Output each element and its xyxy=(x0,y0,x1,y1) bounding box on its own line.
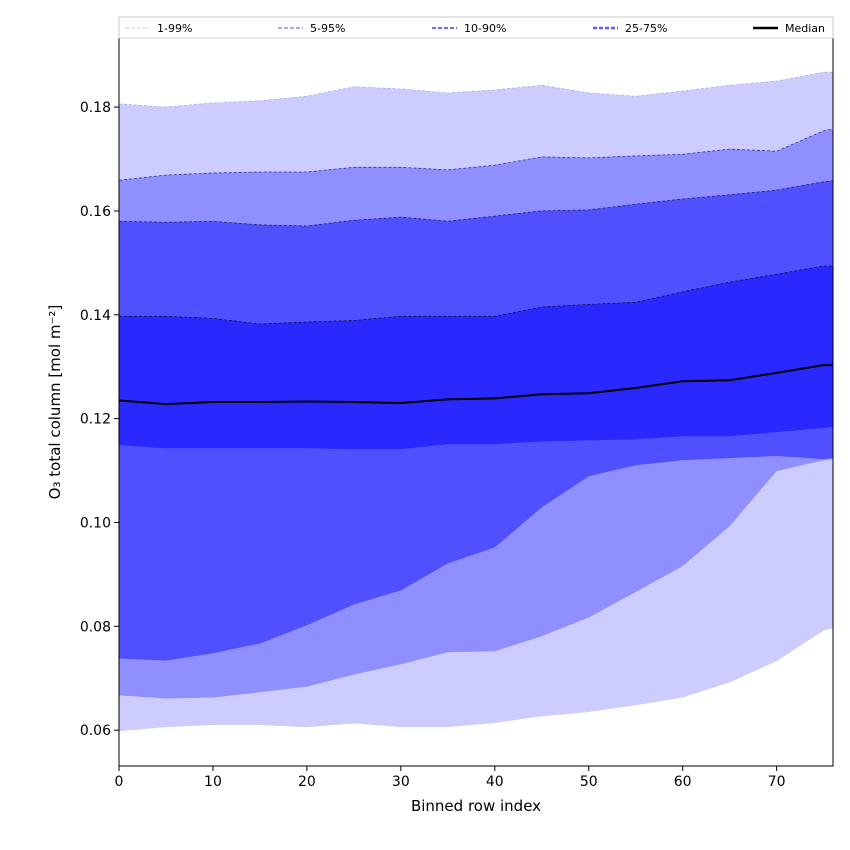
band-upper-line-25-75% xyxy=(119,265,833,325)
y-tick-label: 0.14 xyxy=(80,308,111,324)
legend-box xyxy=(118,16,834,39)
legend-label-10-90%: 10-90% xyxy=(464,22,506,35)
legend-label-Median: Median xyxy=(785,22,825,35)
legend-label-1-99%: 1-99% xyxy=(157,22,192,35)
legend-label-25-75%: 25-75% xyxy=(625,22,667,35)
band-upper-line-5-95% xyxy=(119,128,833,181)
x-tick-label: 0 xyxy=(115,774,124,790)
y-axis-label: O₃ total column [mol m⁻²] xyxy=(46,305,64,500)
x-tick-label: 70 xyxy=(768,774,786,790)
band-upper-line-1-99% xyxy=(119,71,833,108)
y-tick-label: 0.08 xyxy=(80,619,111,635)
x-axis-label: Binned row index xyxy=(411,797,541,815)
y-tick-label: 0.18 xyxy=(80,100,111,116)
band-25-75% xyxy=(119,266,833,450)
median-line xyxy=(119,364,833,406)
x-tick-label: 40 xyxy=(486,774,504,790)
band-upper-line-10-90% xyxy=(119,180,833,227)
x-tick-label: 10 xyxy=(204,774,222,790)
y-tick-label: 0.06 xyxy=(80,723,111,739)
y-tick-label: 0.10 xyxy=(80,515,111,531)
y-tick-label: 0.12 xyxy=(80,412,111,428)
legend-label-5-95%: 5-95% xyxy=(310,22,345,35)
x-tick-label: 30 xyxy=(392,774,410,790)
x-tick-label: 50 xyxy=(580,774,598,790)
x-tick-label: 60 xyxy=(674,774,692,790)
plot-area xyxy=(119,71,833,732)
y-tick-label: 0.16 xyxy=(80,204,111,220)
x-tick-label: 20 xyxy=(298,774,316,790)
